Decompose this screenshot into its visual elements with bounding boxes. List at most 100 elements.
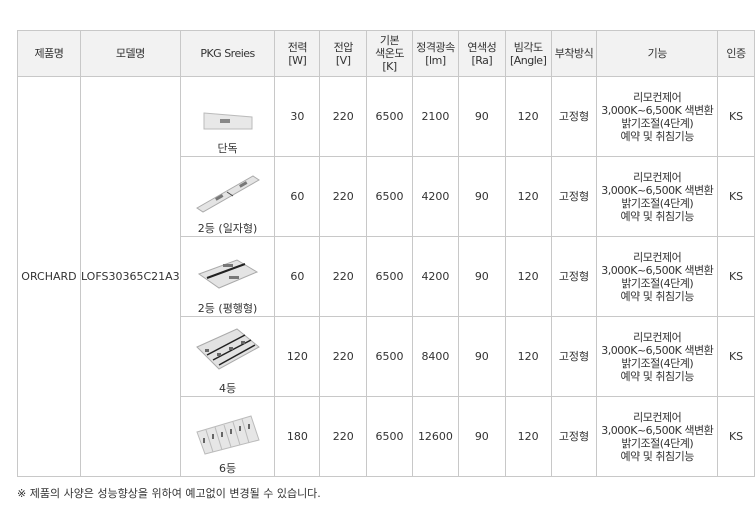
- pkg-cell: 단독: [179, 76, 276, 157]
- pkg-label: 2등 (평행형): [197, 301, 258, 315]
- mount-cell: 고정형: [550, 236, 598, 317]
- voltage-cell: 220: [319, 156, 368, 237]
- function-line: 밝기조절(4단계): [621, 116, 694, 130]
- function-line: 3,000K~6,500K 색변환: [601, 103, 714, 117]
- angle-cell: 120: [504, 236, 552, 317]
- function-cell: 리모컨제어 3,000K~6,500K 색변환 밝기조절(4단계) 예약 및 취침기능: [596, 76, 719, 157]
- six-lamp-icon: [193, 410, 263, 462]
- ra-cell: 90: [457, 76, 506, 157]
- lumen-cell: 8400: [411, 316, 459, 397]
- two-lamp-parallel-icon: [193, 250, 263, 302]
- lumen-cell: 2100: [411, 76, 459, 157]
- angle-cell: 120: [504, 76, 552, 157]
- function-line: 3,000K~6,500K 색변환: [601, 183, 714, 197]
- function-line: 3,000K~6,500K 색변환: [601, 343, 714, 357]
- model-name: LOFS30365C21A3: [79, 76, 181, 477]
- column-header: 모델명: [79, 30, 181, 77]
- cert-cell: KS: [717, 236, 755, 317]
- cct-cell: 6500: [366, 236, 413, 317]
- mount-cell: 고정형: [550, 76, 598, 157]
- mount-cell: 고정형: [550, 156, 598, 237]
- voltage-cell: 220: [319, 316, 368, 397]
- cert-cell: KS: [717, 156, 755, 237]
- voltage-cell: 220: [319, 76, 368, 157]
- function-line: 리모컨제어: [633, 170, 682, 184]
- function-line: 밝기조절(4단계): [621, 436, 694, 450]
- lumen-cell: 4200: [411, 156, 459, 237]
- function-line: 밝기조절(4단계): [621, 196, 694, 210]
- ra-cell: 90: [457, 156, 506, 237]
- column-header: 기본 색온도 [K]: [366, 30, 413, 77]
- power-cell: 60: [274, 156, 321, 237]
- ra-cell: 90: [457, 316, 506, 397]
- cct-cell: 6500: [366, 156, 413, 237]
- cert-cell: KS: [717, 396, 755, 477]
- column-header: 빔각도 [Angle]: [504, 30, 552, 77]
- column-header: 전압 [V]: [319, 30, 368, 77]
- cct-cell: 6500: [366, 76, 413, 157]
- function-line: 예약 및 취침기능: [620, 369, 695, 383]
- ra-cell: 90: [457, 236, 506, 317]
- power-cell: 30: [274, 76, 321, 157]
- four-lamp-icon: [193, 325, 263, 382]
- column-header: 전력 [W]: [274, 30, 321, 77]
- power-cell: 180: [274, 396, 321, 477]
- mount-cell: 고정형: [550, 396, 598, 477]
- cct-cell: 6500: [366, 396, 413, 477]
- function-line: 예약 및 취침기능: [620, 129, 695, 143]
- pkg-cell: 6등: [179, 396, 276, 477]
- function-line: 3,000K~6,500K 색변환: [601, 423, 714, 437]
- function-line: 밝기조절(4단계): [621, 356, 694, 370]
- pkg-label: 단독: [217, 141, 238, 155]
- pkg-cell: 2등 (일자형): [179, 156, 276, 237]
- column-header: 제품명: [17, 30, 81, 77]
- voltage-cell: 220: [319, 396, 368, 477]
- table-row: 6등 180 220 6500 12600 90 120 고정형 리모컨제어 3,000K~6,5…: [18, 396, 755, 477]
- pkg-cell: 4등: [179, 316, 276, 397]
- function-line: 리모컨제어: [633, 90, 682, 104]
- function-line: 3,000K~6,500K 색변환: [601, 263, 714, 277]
- column-header: 연색성 [Ra]: [457, 30, 506, 77]
- function-line: 예약 및 취침기능: [620, 289, 695, 303]
- product-name: ORCHARD: [17, 76, 81, 477]
- column-header: PKG Sreies: [179, 30, 276, 77]
- power-cell: 60: [274, 236, 321, 317]
- column-header: 기능: [596, 30, 719, 77]
- table-row: ORCHARD LOFS30365C21A3 단독 30 220 6500 2100 90 12…: [17, 76, 755, 477]
- pkg-label: 4등: [219, 381, 237, 395]
- disclaimer-note: ※ 제품의 사양은 성능향상을 위하여 예고없이 변경될 수 있습니다.: [17, 487, 321, 500]
- power-cell: 120: [274, 316, 321, 397]
- table-row: 2등 (일자형) 60 220 6500 4200 90 120 고정형 리모컨제어 3,000K…: [18, 156, 755, 237]
- lumen-cell: 12600: [411, 396, 459, 477]
- pkg-cell: 2등 (평행형): [179, 236, 276, 317]
- function-line: 리모컨제어: [633, 250, 682, 264]
- pkg-label: 2등 (일자형): [197, 221, 258, 235]
- column-header: 정격광속 [lm]: [411, 30, 459, 77]
- function-line: 예약 및 취침기능: [620, 449, 695, 463]
- cct-cell: 6500: [366, 316, 413, 397]
- cert-cell: KS: [717, 316, 755, 397]
- function-line: 예약 및 취침기능: [620, 209, 695, 223]
- column-header: 부착방식: [550, 30, 598, 77]
- function-cell: 리모컨제어 3,000K~6,500K 색변환 밝기조절(4단계) 예약 및 취침기능: [596, 156, 719, 237]
- column-header: 인증: [717, 30, 755, 77]
- ra-cell: 90: [457, 396, 506, 477]
- pkg-label: 6등: [219, 461, 237, 475]
- angle-cell: 120: [504, 396, 552, 477]
- angle-cell: 120: [504, 156, 552, 237]
- function-line: 리모컨제어: [633, 410, 682, 424]
- voltage-cell: 220: [319, 236, 368, 317]
- table-row: 4등 120 220 6500 8400 90 120 고정형 리모컨제어 3,000K~6,50…: [18, 316, 755, 397]
- lumen-cell: 4200: [411, 236, 459, 317]
- function-cell: 리모컨제어 3,000K~6,500K 색변환 밝기조절(4단계) 예약 및 취침기능: [596, 236, 719, 317]
- function-line: 리모컨제어: [633, 330, 682, 344]
- single-lamp-icon: [198, 105, 258, 142]
- function-line: 밝기조절(4단계): [621, 276, 694, 290]
- mount-cell: 고정형: [550, 316, 598, 397]
- angle-cell: 120: [504, 316, 552, 397]
- function-cell: 리모컨제어 3,000K~6,500K 색변환 밝기조절(4단계) 예약 및 취침기능: [596, 316, 719, 397]
- two-lamp-inline-icon: [193, 170, 263, 222]
- cert-cell: KS: [717, 76, 755, 157]
- spec-table: 제품명 모델명 PKG Sreies 전력 [W] 전압 [V] 기본 색온도 [K] 정격…: [17, 30, 755, 477]
- function-cell: 리모컨제어 3,000K~6,500K 색변환 밝기조절(4단계) 예약 및 취침기능: [596, 396, 719, 477]
